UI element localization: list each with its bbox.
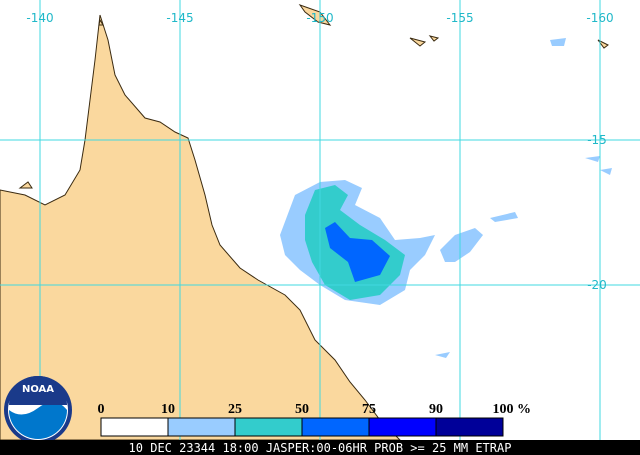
noaa-logo: NOAA [4,376,72,444]
legend-swatch [100,417,169,437]
island [18,181,33,189]
legend-swatch [301,417,370,437]
precip-probability [280,38,612,358]
latitude-label: -20 [587,278,607,292]
legend-tick: 0 [98,402,105,417]
legend-tick: 90 [429,402,443,417]
legend-swatch [368,417,437,437]
longitude-label: -160 [586,11,613,25]
land [0,14,402,441]
longitude-label: -150 [306,11,333,25]
legend-unit: % [517,402,531,417]
logo-text: NOAA [22,384,54,395]
longitude-label: -155 [446,11,473,25]
caption: 10 DEC 23344 18:00 JASPER:00-06HR PROB >… [129,441,512,455]
legend-tick: 100 [493,402,514,417]
legend-tick: 10 [161,402,175,417]
caption-bar [0,440,640,455]
legend-swatch [167,417,236,437]
legend-tick: 50 [295,402,309,417]
legend-swatch [234,417,303,437]
latitude-label: -15 [587,133,607,147]
legend-swatch [435,417,504,437]
legend-tick: 25 [228,402,242,417]
longitude-label: -140 [26,11,53,25]
longitude-label: -145 [166,11,193,25]
legend-tick: 75 [362,402,376,417]
